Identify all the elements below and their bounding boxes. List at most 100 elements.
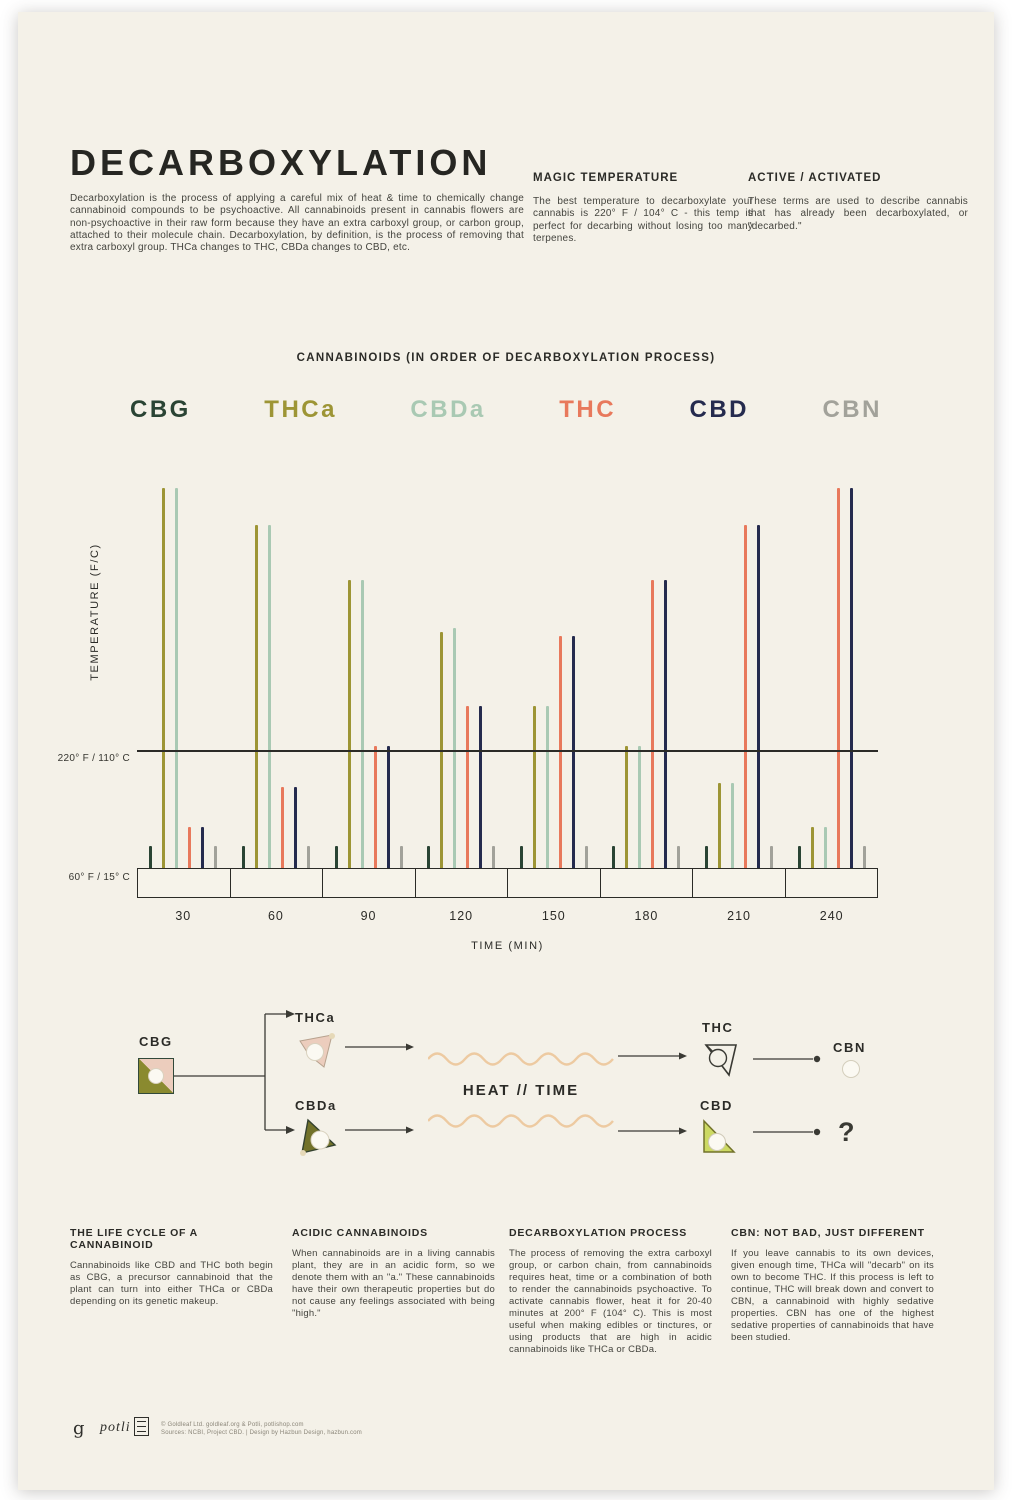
bar-thca-90min bbox=[347, 580, 351, 868]
chart-title: CANNABINOIDS (IN ORDER OF DECARBOXYLATIO… bbox=[296, 352, 716, 364]
potli-logo: potli bbox=[100, 1420, 131, 1435]
info-body: The best temperature to decarboxylate yo… bbox=[533, 196, 753, 244]
x-tick-60: 60 bbox=[267, 909, 284, 923]
info-body: These terms are used to describe cannabi… bbox=[748, 196, 968, 232]
bar-thca-60min bbox=[254, 525, 258, 868]
dotted-line-cbd-to-unknown bbox=[753, 1128, 821, 1136]
bar-thc-210min bbox=[744, 525, 748, 868]
x-axis-tick-labels: 30 60 90 120 150 180 210 240 bbox=[137, 909, 878, 923]
cbda-molecule-icon bbox=[300, 1118, 337, 1156]
x-axis-label: TIME (MIN) bbox=[471, 940, 544, 952]
bar-thc-60min bbox=[280, 786, 284, 868]
info-column-magic-temperature: MAGIC TEMPERATURE The best temperature t… bbox=[533, 172, 753, 245]
info-heading: ACTIVE / ACTIVATED bbox=[748, 172, 882, 184]
goldleaf-logo: g bbox=[73, 1418, 85, 1439]
axis-box-210 bbox=[693, 869, 786, 897]
bar-thca-180min bbox=[625, 746, 629, 868]
bar-thca-240min bbox=[810, 827, 814, 868]
section-body: Cannabinoids like CBD and THC both begin… bbox=[70, 1260, 273, 1307]
axis-box-30 bbox=[138, 869, 231, 897]
page-title: DECARBOXYLATION bbox=[70, 142, 492, 183]
bar-thc-90min bbox=[373, 746, 377, 868]
bar-group-90 bbox=[322, 483, 415, 868]
bar-thca-30min bbox=[162, 488, 166, 868]
x-tick-90: 90 bbox=[360, 909, 377, 923]
bar-cbn-210min bbox=[770, 845, 774, 868]
thca-molecule-icon bbox=[299, 1033, 335, 1068]
section-body: If you leave cannabis to its own devices… bbox=[731, 1248, 934, 1343]
cbd-molecule-icon bbox=[703, 1119, 736, 1153]
reference-label-60f: 60° F / 15° C bbox=[68, 872, 130, 883]
bar-cbd-90min bbox=[386, 746, 390, 868]
bar-cbn-90min bbox=[399, 845, 403, 868]
x-tick-240: 240 bbox=[819, 909, 844, 923]
axis-box-60 bbox=[231, 869, 323, 897]
bar-cbd-180min bbox=[664, 580, 668, 868]
cbg-molecule-icon bbox=[138, 1058, 174, 1094]
bar-group-150 bbox=[508, 483, 601, 868]
bar-cbg-150min bbox=[519, 845, 523, 868]
section-heading: ACIDIC CANNABINOIDS bbox=[292, 1227, 428, 1239]
bar-cbda-240min bbox=[823, 827, 827, 868]
bar-cbd-30min bbox=[201, 827, 205, 868]
footer-credits: © Goldleaf Ltd. goldleaf.org & Potli, po… bbox=[161, 1421, 362, 1437]
x-axis-boxes bbox=[137, 868, 878, 898]
bar-cbda-90min bbox=[360, 580, 364, 868]
x-tick-120: 120 bbox=[449, 909, 474, 923]
bar-group-240 bbox=[785, 483, 878, 868]
legend-item-cbg: CBG bbox=[130, 396, 191, 423]
arrow-heat-to-cbd bbox=[618, 1127, 687, 1135]
legend-item-cbd: CBD bbox=[689, 396, 749, 423]
credit-line: Sources: NCBI, Project CBD. | Design by … bbox=[161, 1430, 362, 1436]
bar-cbd-210min bbox=[757, 525, 761, 868]
bar-group-120 bbox=[415, 483, 508, 868]
bar-thca-210min bbox=[718, 783, 722, 868]
bar-cbg-180min bbox=[612, 845, 616, 868]
section-cbn-not-bad: CBN: NOT BAD, JUST DIFFERENT If you leav… bbox=[731, 1227, 934, 1344]
reference-line-220f bbox=[137, 750, 878, 752]
info-heading: MAGIC TEMPERATURE bbox=[533, 172, 679, 184]
bar-cbg-120min bbox=[427, 845, 431, 868]
bar-cbda-60min bbox=[267, 525, 271, 868]
bar-cbg-210min bbox=[705, 845, 709, 868]
y-axis-label: TEMPERATURE (F/C) bbox=[89, 543, 101, 681]
axis-box-240 bbox=[786, 869, 878, 897]
bar-cbn-180min bbox=[677, 845, 681, 868]
section-heading: DECARBOXYLATION PROCESS bbox=[509, 1227, 688, 1239]
dotted-line-thc-to-cbn bbox=[753, 1055, 821, 1063]
chart-legend: CBG THCa CBDa THC CBD CBN bbox=[130, 396, 882, 424]
bar-group-210 bbox=[693, 483, 786, 868]
bar-cbd-60min bbox=[293, 786, 297, 868]
x-tick-180: 180 bbox=[634, 909, 659, 923]
bar-cbd-150min bbox=[571, 635, 575, 868]
heat-time-label: HEAT // TIME bbox=[462, 1082, 580, 1099]
bar-cbn-30min bbox=[214, 845, 218, 868]
bar-cbd-120min bbox=[479, 705, 483, 868]
document-icon bbox=[134, 1417, 149, 1436]
intro-paragraph: Decarboxylation is the process of applyi… bbox=[70, 193, 524, 254]
flow-label-cbda: CBDa bbox=[295, 1098, 337, 1113]
cbn-molecule-icon bbox=[842, 1060, 860, 1078]
flow-label-cbn: CBN bbox=[833, 1040, 866, 1055]
arrow-thca-to-heat bbox=[345, 1043, 414, 1051]
bar-cbn-240min bbox=[862, 845, 866, 868]
section-heading: CBN: NOT BAD, JUST DIFFERENT bbox=[731, 1227, 925, 1239]
x-tick-150: 150 bbox=[541, 909, 566, 923]
axis-box-120 bbox=[416, 869, 508, 897]
bar-group-30 bbox=[137, 483, 230, 868]
flow-label-cbd: CBD bbox=[700, 1098, 733, 1113]
bar-group-180 bbox=[600, 483, 693, 868]
bar-thc-240min bbox=[836, 488, 840, 868]
bar-cbda-30min bbox=[175, 488, 179, 868]
bar-cbda-180min bbox=[638, 746, 642, 868]
section-life-cycle: THE LIFE CYCLE OF A CANNABINOID Cannabin… bbox=[70, 1227, 273, 1308]
section-body: The process of removing the extra carbox… bbox=[509, 1248, 712, 1355]
section-acidic-cannabinoids: ACIDIC CANNABINOIDS When cannabinoids ar… bbox=[292, 1227, 495, 1320]
legend-item-cbn: CBN bbox=[822, 396, 882, 423]
bar-cbn-120min bbox=[492, 845, 496, 868]
bar-cbda-210min bbox=[731, 783, 735, 868]
x-tick-210: 210 bbox=[727, 909, 751, 923]
flow-label-thca: THCa bbox=[295, 1010, 336, 1025]
axis-box-180 bbox=[601, 869, 693, 897]
x-tick-30: 30 bbox=[175, 909, 192, 923]
